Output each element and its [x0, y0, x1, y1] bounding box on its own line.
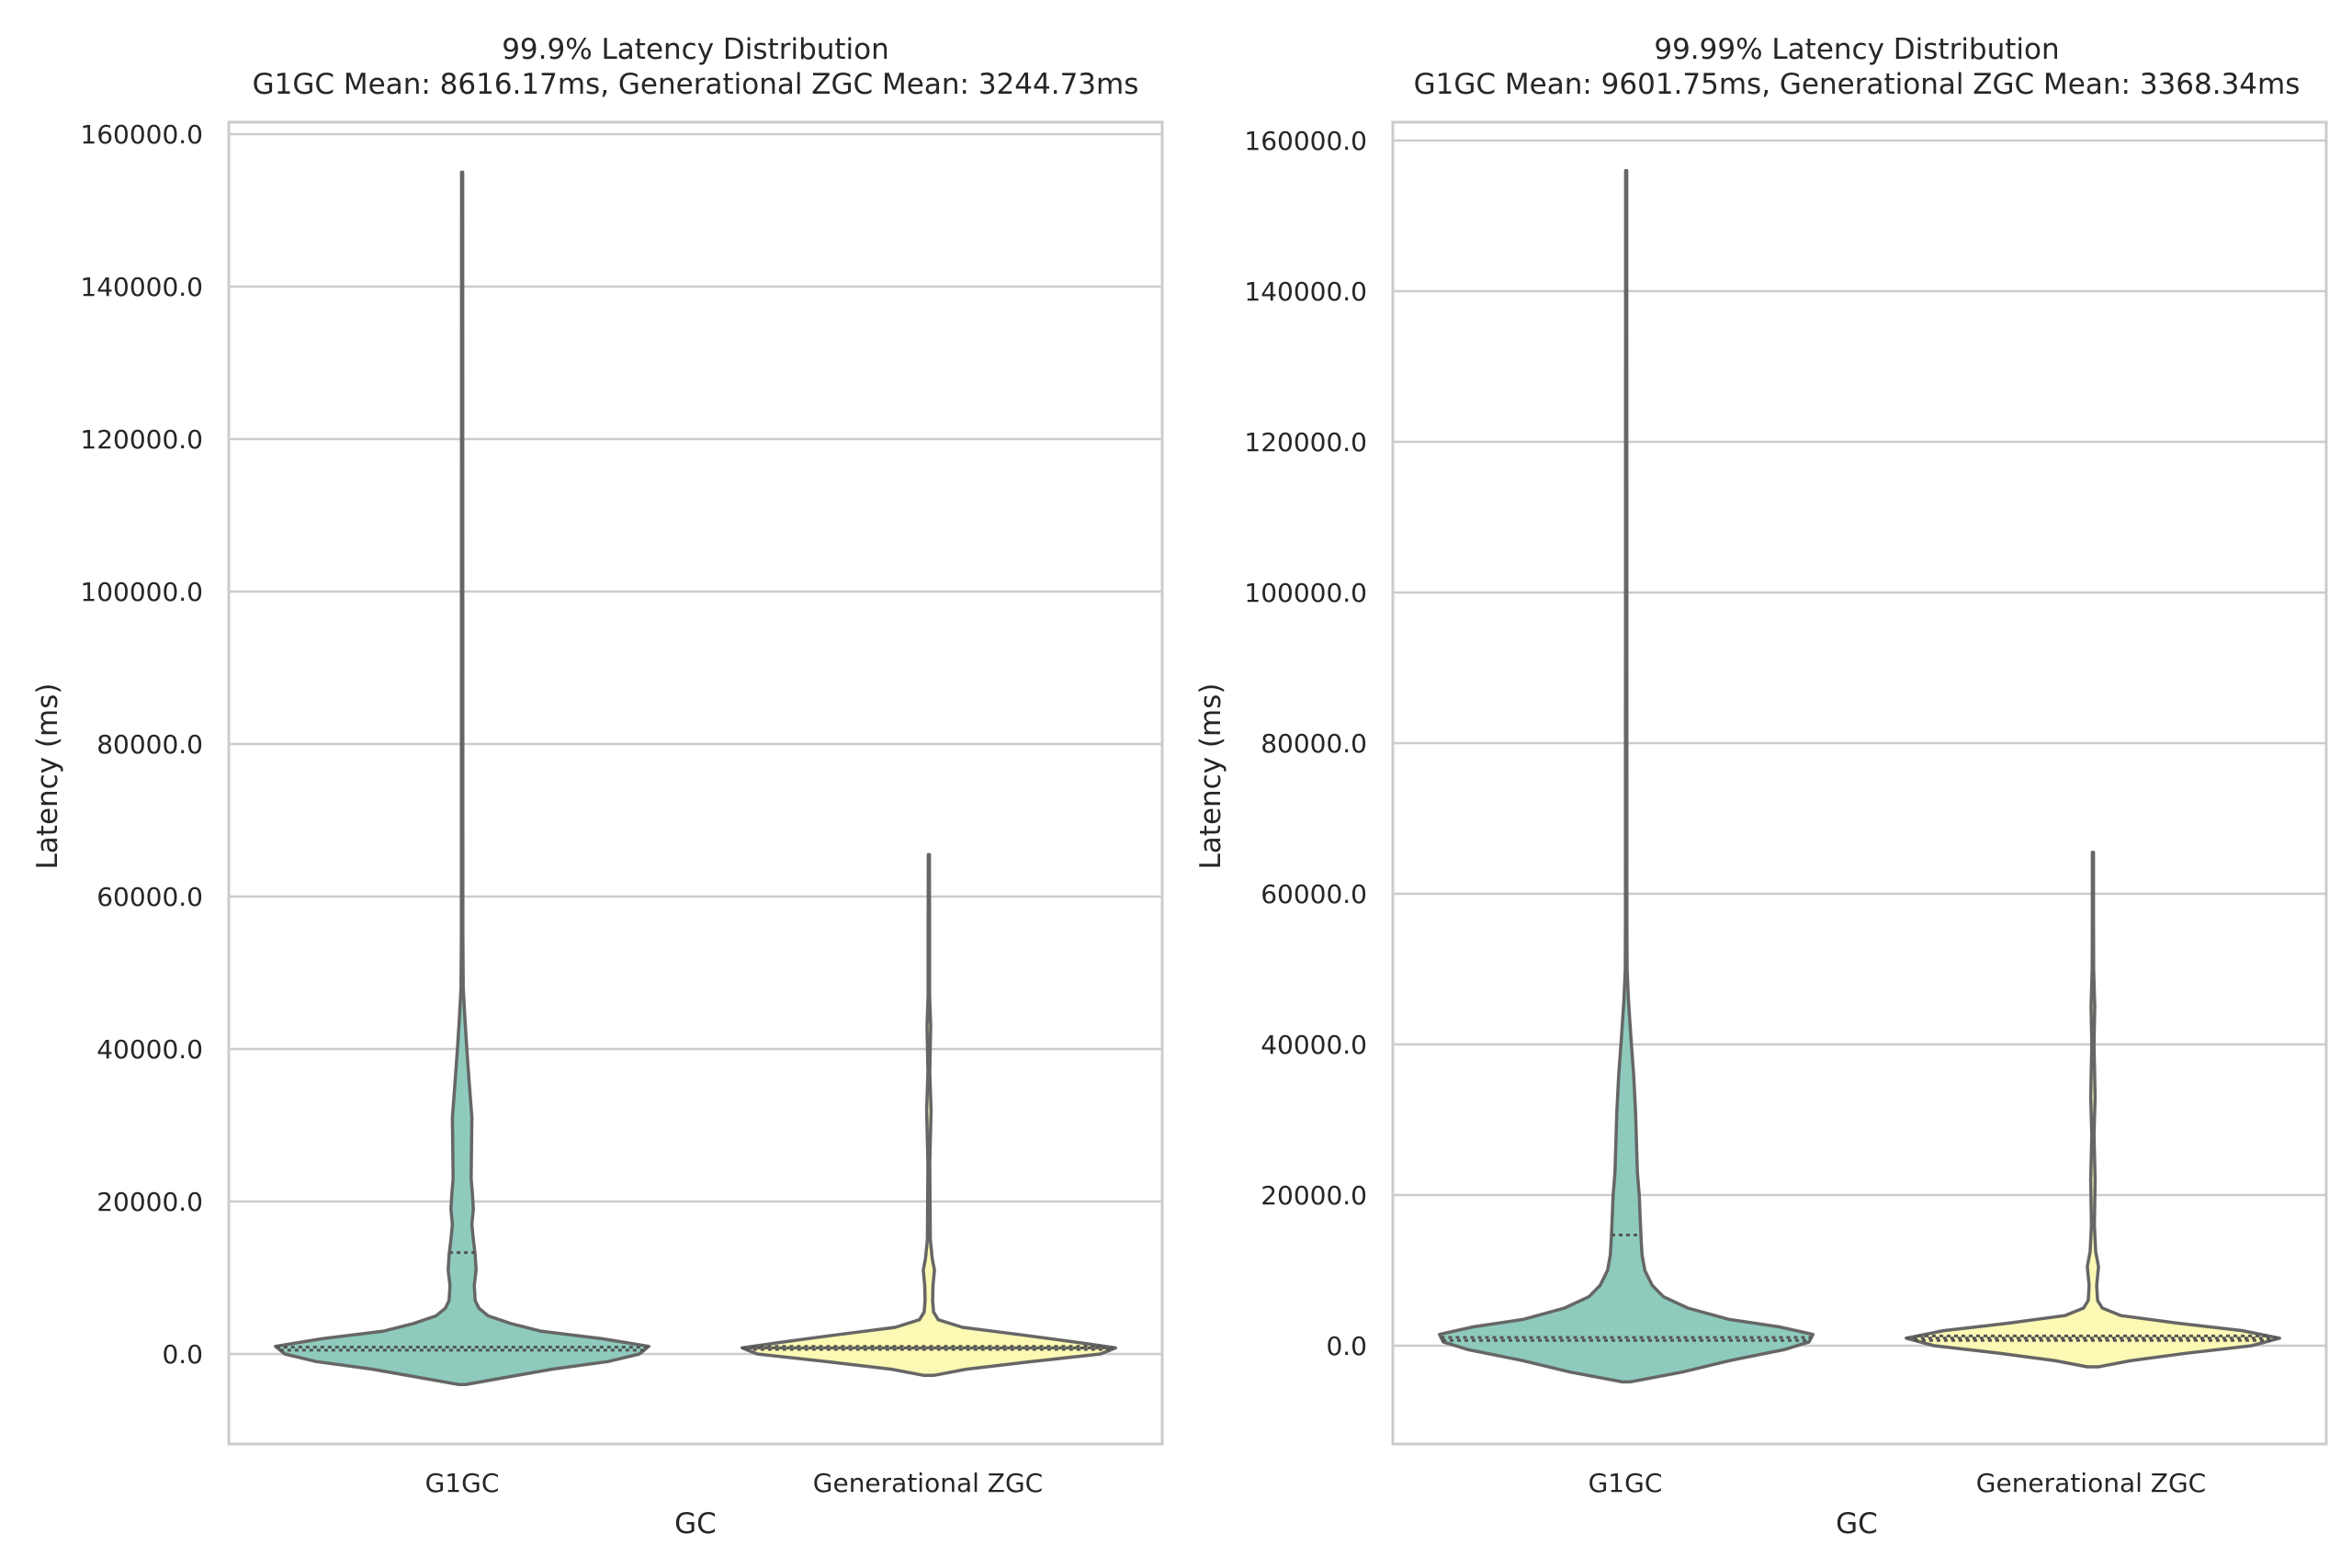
violin-g1gc: [1438, 169, 1815, 1384]
panel-99-9-violins: [274, 170, 1117, 1386]
y-tick-label: 80000.0: [1261, 728, 1367, 759]
panel-99-9-grid: [229, 132, 1162, 1356]
x-tick-label-g1gc: G1GC: [425, 1468, 500, 1498]
y-tick-label: 60000.0: [1261, 879, 1367, 909]
panel-99-99: 99.99% Latency Distribution G1GC Mean: 9…: [1194, 33, 2328, 1540]
panel-99-99-x-ticks: G1GC Generational ZGC: [1589, 1468, 2207, 1498]
y-tick-label: 20000.0: [1261, 1180, 1367, 1211]
y-tick-label: 140000.0: [80, 272, 203, 302]
panel-99-99-y-axis-label: Latency (ms): [1194, 683, 1227, 870]
y-tick-label: 80000.0: [96, 729, 203, 760]
x-tick-label-g1gc: G1GC: [1589, 1468, 1663, 1498]
panel-99-9-title-line2: G1GC Mean: 8616.17ms, Generational ZGC M…: [253, 68, 1139, 101]
panel-99-99-y-ticks: 0.0 20000.0 40000.0 60000.0 80000.0 100000.0 1…: [1244, 126, 1367, 1361]
violin-g1gc: [274, 170, 650, 1386]
y-tick-label: 100000.0: [1244, 578, 1367, 608]
panel-99-9: 99.9% Latency Distribution G1GC Mean: 86…: [31, 33, 1164, 1540]
panel-99-99-violins: [1438, 169, 2281, 1384]
y-tick-label: 40000.0: [96, 1034, 203, 1065]
y-tick-label: 120000.0: [1244, 427, 1367, 457]
panel-99-9-y-axis-label: Latency (ms): [31, 683, 64, 870]
y-tick-label: 140000.0: [1244, 276, 1367, 307]
panel-99-9-x-axis-label: GC: [674, 1507, 717, 1540]
y-tick-label: 160000.0: [80, 119, 203, 150]
panel-99-9-y-ticks: 0.0 20000.0 40000.0 60000.0 80000.0 100000.0 1…: [80, 119, 203, 1370]
y-tick-label: 0.0: [1326, 1331, 1367, 1361]
panel-99-99-frame: [1391, 120, 2328, 1446]
y-tick-label: 40000.0: [1261, 1030, 1367, 1060]
y-tick-label: 160000.0: [1244, 126, 1367, 156]
y-tick-label: 20000.0: [96, 1187, 203, 1217]
y-tick-label: 120000.0: [80, 424, 203, 455]
panel-99-99-title-line1: 99.99% Latency Distribution: [1654, 33, 2059, 66]
violin-generational-zgc: [741, 852, 1117, 1377]
x-tick-label-generational-zgc: Generational ZGC: [813, 1468, 1043, 1498]
y-tick-label: 100000.0: [80, 577, 203, 607]
panel-99-9-title-line1: 99.9% Latency Distribution: [502, 33, 889, 66]
x-tick-label-generational-zgc: Generational ZGC: [1976, 1468, 2206, 1498]
panel-99-9-frame: [227, 120, 1164, 1446]
panel-99-9-x-ticks: G1GC Generational ZGC: [425, 1468, 1044, 1498]
panel-99-99-title-line2: G1GC Mean: 9601.75ms, Generational ZGC M…: [1414, 68, 2301, 101]
violin-generational-zgc: [1905, 851, 2281, 1369]
y-tick-label: 60000.0: [96, 882, 203, 912]
panel-99-99-grid: [1393, 139, 2326, 1348]
panel-99-99-x-axis-label: GC: [1836, 1507, 1878, 1540]
y-tick-label: 0.0: [162, 1339, 203, 1370]
